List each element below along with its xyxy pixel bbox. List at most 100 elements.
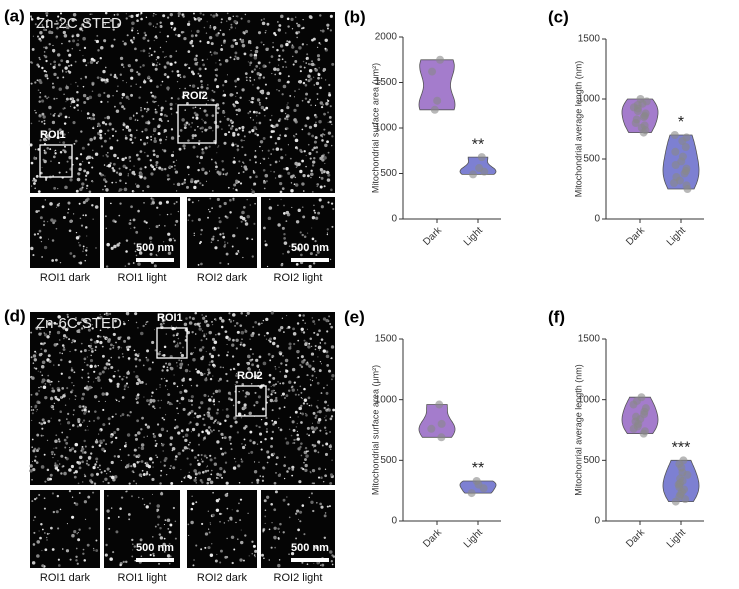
texture: [213, 139, 216, 143]
texture: [331, 144, 333, 147]
texture: [246, 392, 251, 396]
texture: [199, 371, 203, 375]
texture: [283, 232, 286, 236]
texture: [300, 442, 303, 445]
texture: [51, 453, 53, 456]
texture: [83, 559, 86, 562]
texture: [261, 150, 264, 152]
texture: [290, 188, 294, 193]
texture: [192, 564, 195, 567]
texture: [168, 530, 172, 534]
texture: [192, 72, 195, 76]
texture: [264, 422, 268, 426]
texture: [30, 17, 32, 19]
texture: [254, 320, 258, 324]
texture: [43, 122, 46, 125]
texture: [274, 366, 276, 368]
texture: [61, 431, 64, 434]
texture: [51, 85, 55, 89]
texture: [283, 331, 285, 333]
texture: [181, 182, 184, 186]
texture: [51, 548, 55, 551]
texture: [232, 15, 234, 17]
texture: [50, 417, 52, 419]
texture: [306, 433, 308, 435]
y-tick-label: 0: [391, 214, 397, 225]
texture: [64, 145, 66, 148]
texture: [299, 412, 302, 415]
texture: [234, 85, 237, 88]
texture: [71, 424, 75, 427]
texture: [210, 430, 213, 433]
texture: [105, 443, 108, 446]
texture: [145, 121, 148, 124]
texture: [313, 146, 317, 150]
texture: [61, 23, 63, 25]
texture: [264, 243, 268, 247]
texture: [293, 438, 296, 441]
texture: [51, 259, 55, 262]
texture: [59, 112, 63, 116]
texture: [224, 461, 228, 464]
texture: [104, 123, 108, 126]
texture: [277, 380, 279, 383]
texture: [314, 211, 317, 214]
texture: [156, 206, 159, 209]
texture: [115, 181, 117, 184]
texture: [128, 155, 132, 159]
texture: [164, 66, 167, 69]
texture: [133, 371, 135, 373]
texture: [33, 156, 37, 160]
texture: [221, 319, 225, 323]
texture: [288, 346, 292, 350]
texture: [143, 503, 146, 506]
texture: [41, 35, 45, 39]
texture: [279, 522, 282, 526]
texture: [36, 409, 38, 411]
texture: [39, 371, 42, 373]
texture: [86, 246, 88, 249]
texture: [144, 151, 146, 154]
texture: [193, 57, 198, 62]
texture: [49, 533, 51, 535]
texture: [240, 220, 243, 223]
texture: [238, 172, 240, 175]
texture: [97, 49, 100, 52]
texture: [259, 475, 262, 477]
texture: [31, 561, 36, 565]
texture: [277, 21, 279, 23]
texture: [36, 35, 40, 38]
texture: [60, 20, 63, 22]
texture: [93, 549, 95, 552]
texture: [159, 31, 161, 33]
texture: [278, 54, 281, 58]
texture: [215, 62, 217, 64]
texture: [38, 530, 40, 532]
texture: [251, 255, 254, 258]
texture: [297, 350, 300, 353]
texture: [62, 76, 65, 79]
texture: [111, 440, 114, 443]
texture: [140, 331, 144, 336]
texture: [155, 59, 158, 61]
texture: [54, 462, 57, 465]
texture: [250, 383, 253, 385]
texture: [219, 520, 221, 523]
texture: [257, 322, 261, 326]
texture: [206, 477, 211, 482]
texture: [47, 374, 50, 377]
texture: [40, 365, 45, 369]
texture: [138, 473, 143, 477]
texture: [162, 450, 164, 452]
texture: [216, 553, 218, 556]
texture: [117, 336, 121, 341]
texture: [254, 549, 258, 553]
texture: [81, 409, 84, 412]
texture: [70, 464, 75, 469]
texture: [130, 76, 134, 80]
texture: [69, 97, 73, 101]
texture: [63, 133, 66, 136]
texture: [71, 496, 74, 498]
texture: [286, 496, 288, 498]
